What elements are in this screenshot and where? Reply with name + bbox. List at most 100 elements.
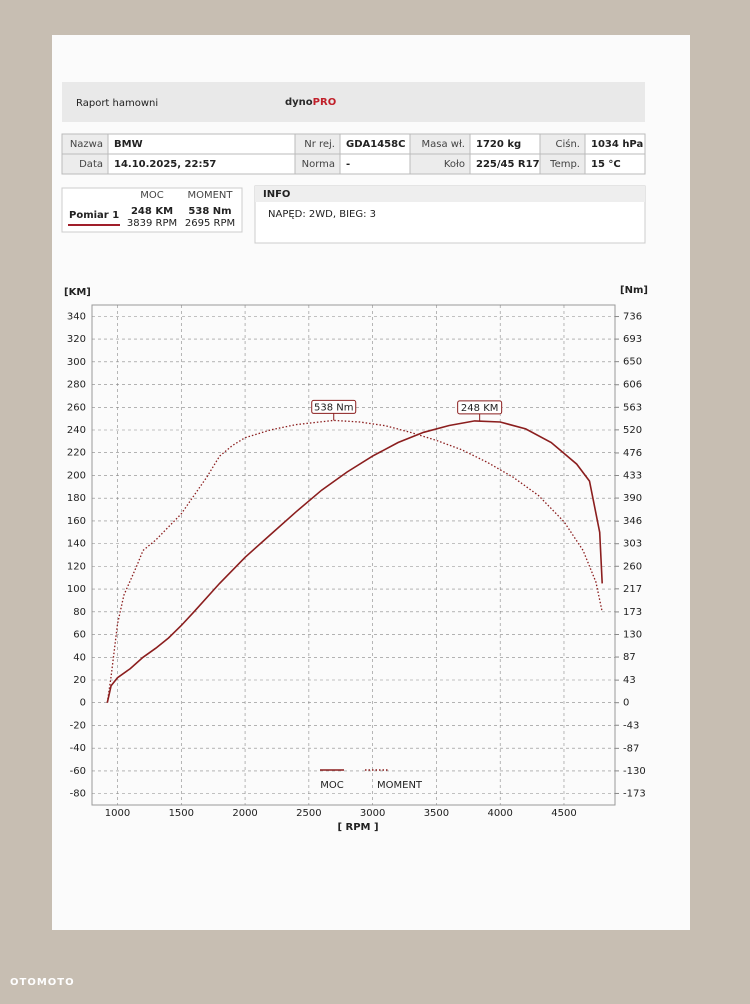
info-table: Nazwa BMW Nr rej. GDA1458C Masa wł. 1720 kg Ci… xyxy=(61,133,646,175)
x-tick-label: 4000 xyxy=(487,808,512,819)
info-title: INFO xyxy=(263,189,290,200)
y-tick-label: 240 xyxy=(67,425,86,436)
table-label: Norma xyxy=(302,159,335,170)
y2-tick-label: 303 xyxy=(623,539,642,550)
y2-tick-label: 217 xyxy=(623,584,642,595)
y2-tick-label: -173 xyxy=(623,788,646,799)
x-axis-label: [ RPM ] xyxy=(337,822,378,833)
logo-dyno: dyno xyxy=(285,97,313,108)
annotation-text: 538 Nm xyxy=(314,402,354,413)
y-tick-label: -60 xyxy=(70,766,86,777)
y-tick-label: 320 xyxy=(67,334,86,345)
y-tick-label: 340 xyxy=(67,311,86,322)
y-tick-label: 180 xyxy=(67,493,86,504)
y2-tick-label: -87 xyxy=(623,743,639,754)
y2-tick-label: 43 xyxy=(623,675,636,686)
table-value: - xyxy=(346,159,350,170)
y2-tick-label: 0 xyxy=(623,698,629,709)
logo-pro: PRO xyxy=(313,97,337,108)
chart: -80 -60 -40 -20 0 20 40 60 80 100 120 140 160 180 200 2… xyxy=(64,285,648,833)
measure-rpm: 2695 RPM xyxy=(185,218,235,229)
x-tick-label: 2000 xyxy=(232,808,257,819)
title: Raport hamowni xyxy=(76,98,158,109)
table-value: 1034 hPa xyxy=(591,139,643,150)
series-line xyxy=(106,419,603,703)
table-value: 15 °C xyxy=(591,159,621,170)
y-tick-label: 120 xyxy=(67,561,86,572)
annotation-box xyxy=(311,399,357,414)
y2-tick-label: 173 xyxy=(623,607,642,618)
y2-tick-label: 693 xyxy=(623,334,642,345)
measure-value: 538 Nm xyxy=(188,206,231,217)
info-text: NAPĘD: 2WD, BIEG: 3 xyxy=(268,209,376,220)
x-tick-label: 1500 xyxy=(169,808,194,819)
table-label: Temp. xyxy=(549,159,580,170)
table-value: BMW xyxy=(114,139,143,150)
y-tick-label: 20 xyxy=(73,675,86,686)
table-value: GDA1458C xyxy=(346,139,405,150)
table-label: Data xyxy=(79,159,103,170)
title-box xyxy=(62,82,645,122)
x-tick-label: 4500 xyxy=(551,808,576,819)
y2-tick-label: 606 xyxy=(623,380,642,391)
y2-axis-label: [Nm] xyxy=(620,285,648,296)
y2-tick-label: 520 xyxy=(623,425,642,436)
y-tick-label: -20 xyxy=(70,720,86,731)
measure-rpm: 3839 RPM xyxy=(127,218,177,229)
y-axis-label: [KM] xyxy=(64,287,91,298)
measure-value: 248 KM xyxy=(131,206,173,217)
table-value: 14.10.2025, 22:57 xyxy=(114,159,216,170)
table-label: Nr rej. xyxy=(304,139,335,150)
legend-label: MOC xyxy=(320,780,343,791)
table-cell xyxy=(584,153,646,175)
y2-tick-label: 476 xyxy=(623,448,642,459)
y-tick-label: 60 xyxy=(73,630,86,641)
measure-header: MOC xyxy=(140,190,163,201)
y-tick-label: 280 xyxy=(67,380,86,391)
info-head xyxy=(255,186,645,202)
y2-tick-label: 260 xyxy=(623,561,642,572)
y-tick-label: -40 xyxy=(70,743,86,754)
y-tick-label: 300 xyxy=(67,357,86,368)
y-tick-label: 160 xyxy=(67,516,86,527)
y2-tick-label: -130 xyxy=(623,766,646,777)
y2-tick-label: 650 xyxy=(623,357,642,368)
y2-tick-label: 390 xyxy=(623,493,642,504)
y2-tick-label: 87 xyxy=(623,652,636,663)
y-tick-label: 200 xyxy=(67,470,86,481)
x-tick-label: 3000 xyxy=(360,808,385,819)
y2-tick-label: 563 xyxy=(623,402,642,413)
y-tick-label: 0 xyxy=(80,698,86,709)
table-value: 1720 kg xyxy=(476,139,521,150)
y-tick-label: 40 xyxy=(73,652,86,663)
y-tick-label: 80 xyxy=(73,607,86,618)
y2-tick-label: 130 xyxy=(623,629,642,640)
y-tick-label: 220 xyxy=(67,448,86,459)
y-tick-label: -80 xyxy=(70,789,86,800)
y2-tick-label: 433 xyxy=(623,471,642,482)
logo: dynoPRO xyxy=(285,97,336,108)
measure-name: Pomiar 1 xyxy=(69,210,119,221)
y2-tick-label: 736 xyxy=(623,312,642,323)
table-label: Ciśn. xyxy=(556,138,581,150)
x-tick-label: 1000 xyxy=(105,808,130,819)
y-tick-label: 100 xyxy=(67,584,86,595)
watermark: OTOMOTO xyxy=(10,977,75,988)
legend-label: MOMENT xyxy=(377,780,423,791)
x-tick-label: 2500 xyxy=(296,808,321,819)
y2-tick-label: 346 xyxy=(623,516,642,527)
x-tick-label: 3500 xyxy=(424,808,449,819)
measure-header: MOMENT xyxy=(187,190,233,201)
table-label: Koło xyxy=(444,159,465,170)
annotation-box xyxy=(457,400,503,415)
y2-tick-label: -43 xyxy=(623,720,639,731)
table-label: Nazwa xyxy=(70,139,103,150)
series-line xyxy=(106,420,603,703)
plot-frame xyxy=(91,304,616,806)
table-value: 225/45 R17 xyxy=(476,159,540,170)
table-label: Masa wł. xyxy=(422,139,465,150)
paper xyxy=(52,35,690,930)
annotation-text: 248 KM xyxy=(461,403,498,414)
table-cell xyxy=(339,153,411,175)
